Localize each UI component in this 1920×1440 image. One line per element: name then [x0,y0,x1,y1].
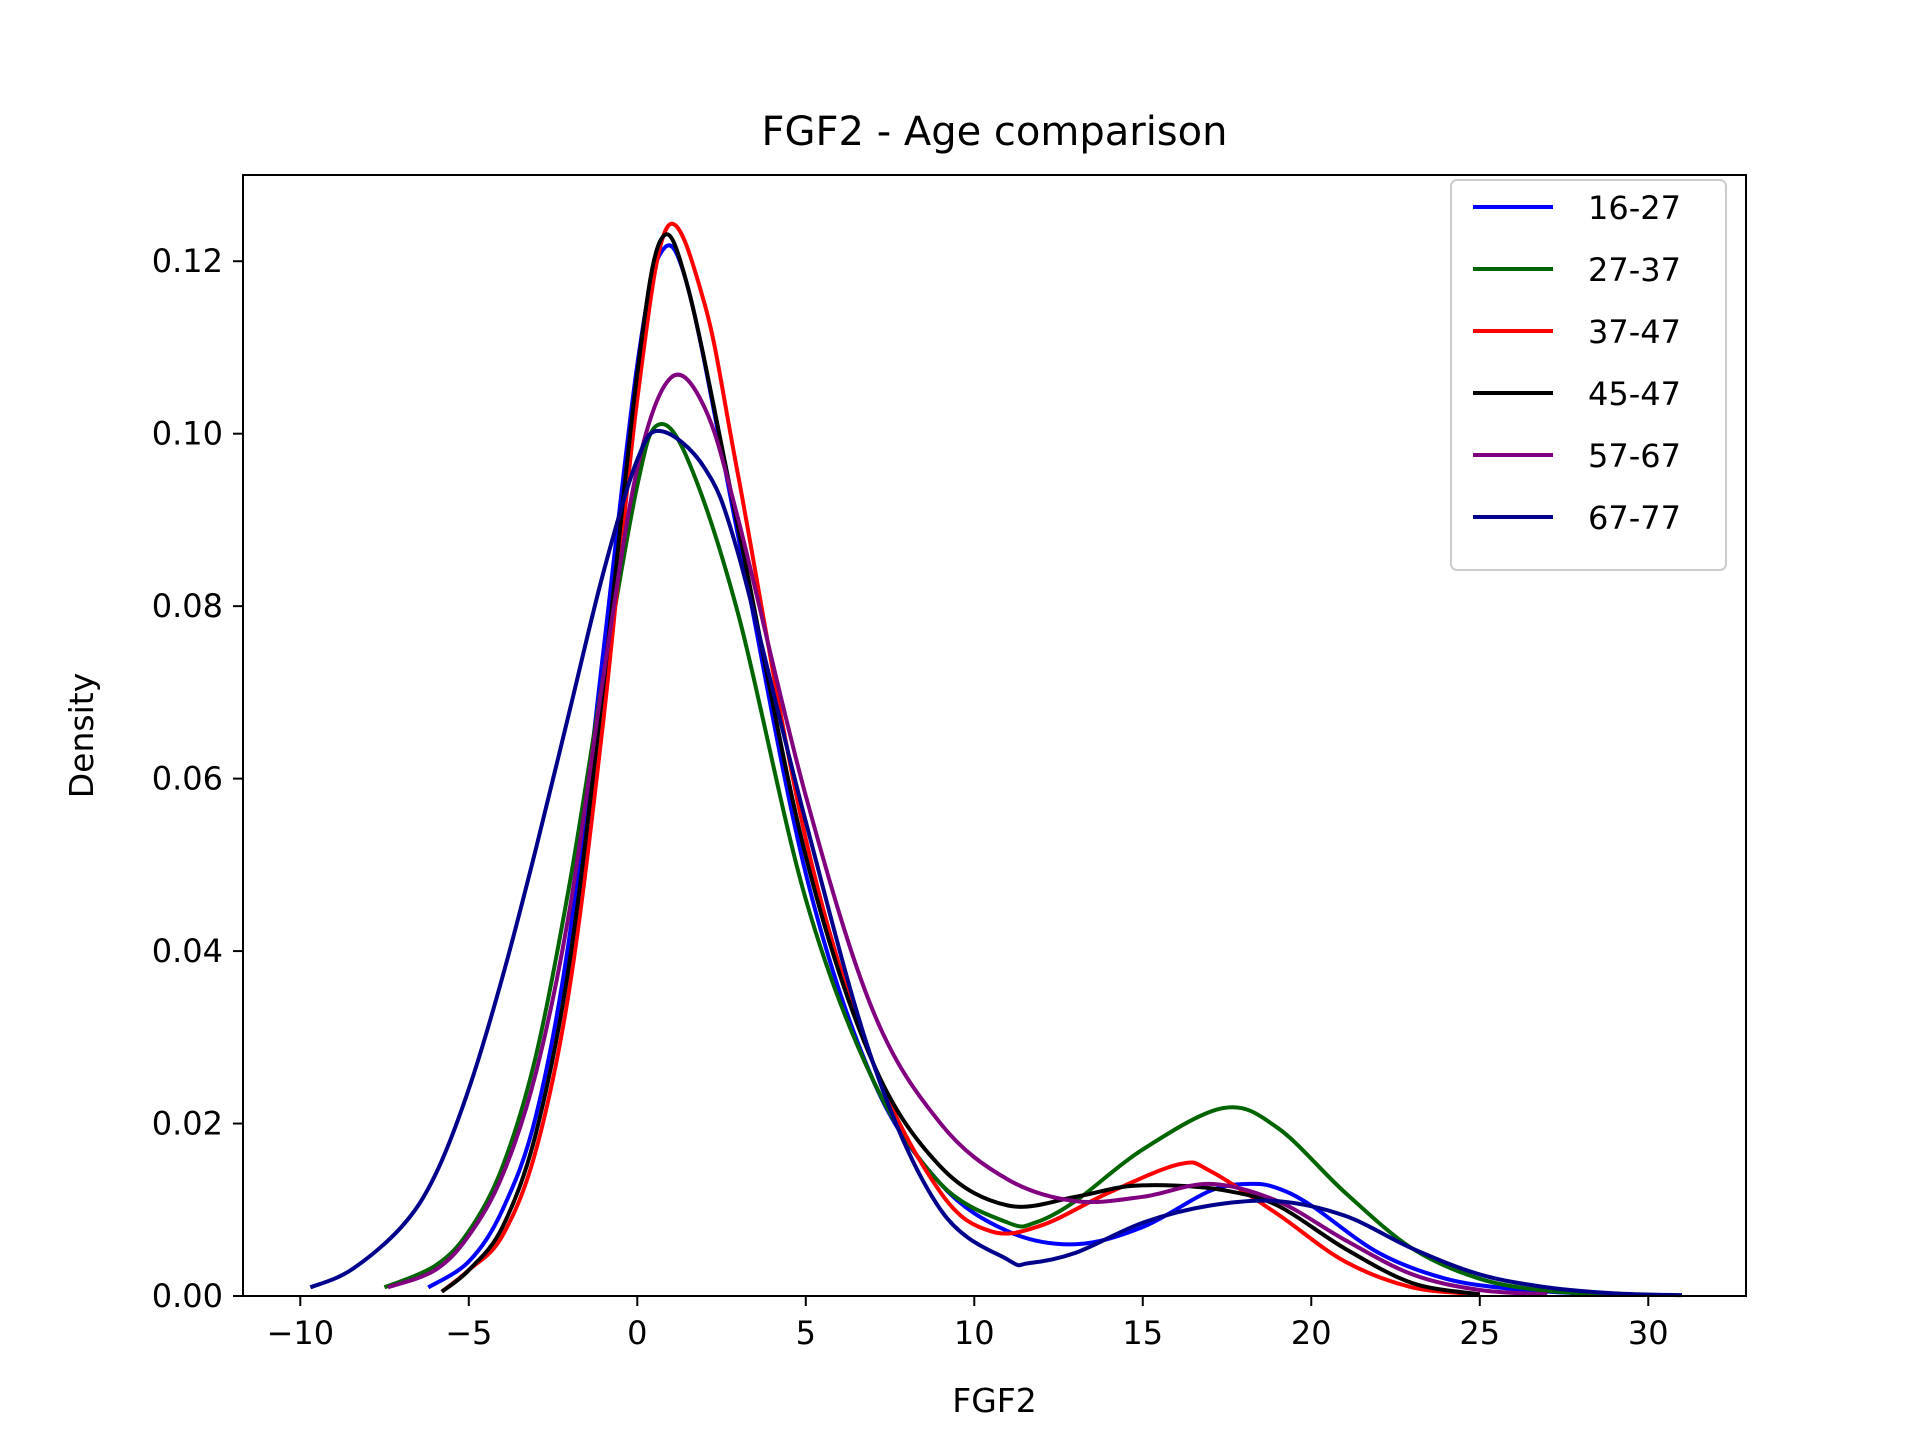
plot-frame [242,174,1747,1297]
y-tick-label: 0.04 [152,932,223,970]
legend-label: 45-47 [1588,375,1681,413]
series-line-67-77 [309,428,1683,1298]
y-tick-label: 0.06 [152,760,223,798]
series-line-16-27 [427,243,1582,1296]
x-tick-label: 0 [627,1314,647,1352]
legend: 16-27 27-37 37-47 45-47 57-67 67-77 [1450,179,1727,571]
y-tick-label: 0.10 [152,415,223,453]
x-tick-label: 20 [1291,1314,1332,1352]
legend-label: 57-67 [1588,437,1681,475]
x-tick-label: 25 [1459,1314,1500,1352]
legend-label: 27-37 [1588,251,1681,289]
legend-label: 67-77 [1588,499,1681,537]
y-tick-label: 0.02 [152,1105,223,1143]
series-line-57-67 [387,372,1548,1297]
ticks-group: −10 −5 0 5 10 15 20 25 30 0.00 0.02 0.04 0.06 0.08 0.1… [152,242,1669,1352]
x-axis-label: FGF2 [952,1381,1037,1420]
legend-label: 16-27 [1588,189,1681,227]
x-tick-label: 10 [954,1314,995,1352]
legend-label: 37-47 [1588,313,1681,351]
series-line-27-37 [383,422,1615,1297]
chart-title: FGF2 - Age comparison [762,109,1228,155]
x-tick-label: −10 [267,1314,335,1352]
series-group [309,222,1683,1298]
y-axis-label: Density [62,673,101,798]
x-tick-label: −5 [445,1314,492,1352]
x-tick-label: 15 [1122,1314,1163,1352]
y-tick-label: 0.00 [152,1277,223,1315]
y-tick-label: 0.12 [152,242,223,280]
legend-frame [1450,179,1727,571]
x-tick-label: 5 [796,1314,816,1352]
y-tick-label: 0.08 [152,587,223,625]
x-tick-label: 30 [1628,1314,1669,1352]
